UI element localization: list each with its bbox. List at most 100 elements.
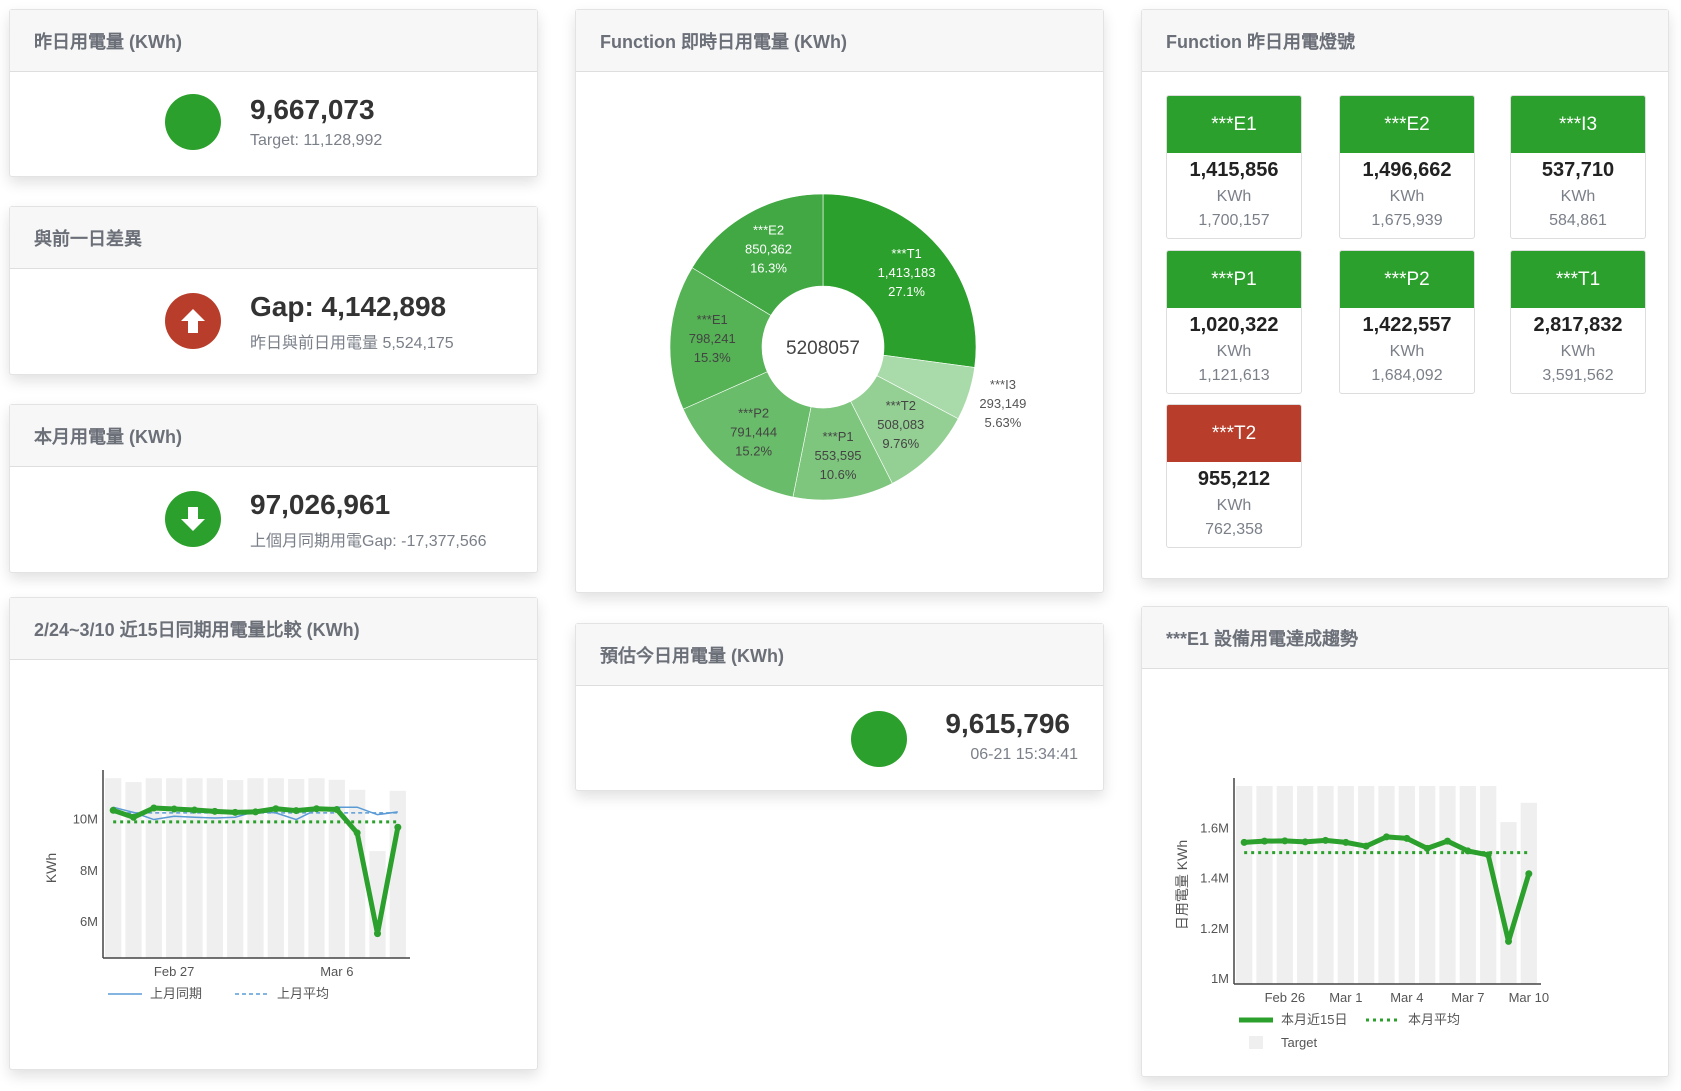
tile-target: 584,861 <box>1549 212 1607 229</box>
realtime-usage-card: Function 即時日用電量 (KWh) ***T1 1,413,183 27.1… <box>575 9 1104 593</box>
target-bar <box>1378 786 1395 984</box>
card-title: 預估今日用電量 (KWh) <box>576 624 1103 686</box>
donut-slice-label: 508,083 <box>877 417 924 432</box>
arrow-down-circle-icon <box>165 491 221 547</box>
previous-day-usage: 昨日與前日用電量 5,524,175 <box>250 335 454 352</box>
legend-label: 上月平均 <box>277 986 329 1001</box>
donut-slice-label: 27.1% <box>888 284 925 299</box>
target-bar <box>328 779 345 958</box>
data-point <box>1342 838 1350 846</box>
legend-label: Target <box>1281 1035 1318 1050</box>
data-point <box>1322 836 1329 844</box>
target-bar <box>349 789 366 958</box>
donut-slice-label: 9.76% <box>882 436 919 451</box>
light-tile[interactable]: ***T1 2,817,832 KWh 3,591,562 <box>1510 250 1646 394</box>
tile-value: 1,020,322 <box>1189 314 1279 336</box>
y-tick-label: 8M <box>80 863 98 878</box>
data-point <box>272 805 280 813</box>
target-bar <box>1439 786 1456 984</box>
x-tick-label: Feb 26 <box>1265 990 1305 1005</box>
legend-label: 本月近15日 <box>1281 1012 1347 1027</box>
data-point <box>1301 838 1309 846</box>
target-bar <box>125 782 142 958</box>
donut-slice-label: 10.6% <box>820 467 857 482</box>
data-point <box>1240 838 1248 846</box>
data-point <box>109 806 117 814</box>
monthly-usage-card: 本月用電量 (KWh) 97,026,961 上個月同期用電Gap: -17,3… <box>9 404 538 573</box>
tile-header: ***T1 <box>1511 251 1645 308</box>
donut-slice <box>822 193 977 368</box>
tile-value: 2,817,832 <box>1533 314 1623 336</box>
donut-slice-label: ***E2 <box>753 222 784 237</box>
target-bar <box>1236 786 1253 984</box>
estimate-time: 06-21 15:34:41 <box>970 746 1078 763</box>
tile-unit: KWh <box>1216 343 1252 360</box>
tile-header: ***P2 <box>1340 251 1474 308</box>
target-bar <box>186 778 203 958</box>
tile-header: ***I3 <box>1511 96 1645 153</box>
data-point <box>313 805 320 813</box>
data-point <box>353 829 361 837</box>
target-bar <box>1276 786 1293 984</box>
data-point <box>150 804 158 812</box>
card-title: Function 即時日用電量 (KWh) <box>576 10 1103 72</box>
light-tile[interactable]: ***E1 1,415,856 KWh 1,700,157 <box>1166 95 1302 239</box>
tile-target: 3,591,562 <box>1542 367 1614 384</box>
light-tile[interactable]: ***T2 955,212 KWh 762,358 <box>1166 404 1302 548</box>
target-bar <box>1520 802 1537 984</box>
donut-slice-label: 791,444 <box>730 425 777 440</box>
donut-slice-label: 850,362 <box>745 241 792 256</box>
data-point <box>1423 844 1431 852</box>
tile-unit: KWh <box>1216 188 1252 205</box>
y-tick-label: 1.6M <box>1200 821 1229 836</box>
data-point <box>1281 837 1289 845</box>
donut-slice-label: ***E1 <box>697 312 728 327</box>
x-tick-label: Mar 4 <box>1390 990 1423 1005</box>
tile-target: 1,684,092 <box>1371 367 1443 384</box>
x-tick-label: Mar 7 <box>1451 990 1484 1005</box>
tile-target: 762,358 <box>1205 521 1263 538</box>
light-tile[interactable]: ***P2 1,422,557 KWh 1,684,092 <box>1339 250 1475 394</box>
tile-target: 1,121,613 <box>1198 367 1270 384</box>
tile-value: 1,496,662 <box>1362 159 1452 181</box>
light-tile[interactable]: ***E2 1,496,662 KWh 1,675,939 <box>1339 95 1475 239</box>
data-point <box>1403 834 1411 842</box>
target-bar <box>1419 786 1436 984</box>
data-point <box>252 808 259 816</box>
green-status-dot-icon <box>165 94 221 150</box>
card-title: 與前一日差異 <box>10 207 537 269</box>
tile-unit: KWh <box>1389 188 1425 205</box>
data-point <box>130 813 137 821</box>
y-axis-label: KWh <box>43 853 59 883</box>
y-tick-label: 1M <box>1211 971 1229 986</box>
target-bar <box>308 778 325 958</box>
tile-value: 1,422,557 <box>1362 314 1452 336</box>
donut-slice-label: 16.3% <box>750 260 787 275</box>
tile-header: ***T2 <box>1167 405 1301 462</box>
target-bar <box>1358 786 1375 984</box>
light-tile[interactable]: ***P1 1,020,322 KWh 1,121,613 <box>1166 250 1302 394</box>
realtime-donut-chart: ***T1 1,413,183 27.1% ***I3 293,149 5.63% ***T… <box>669 193 1026 501</box>
target-bar <box>1398 786 1415 984</box>
target-bar <box>1297 786 1314 984</box>
tile-value: 1,415,856 <box>1189 159 1279 181</box>
target-bar <box>227 780 244 958</box>
card-title: 本月用電量 (KWh) <box>10 405 537 467</box>
tile-header: ***E2 <box>1340 96 1474 153</box>
target-bar <box>206 778 223 958</box>
target-bar <box>166 778 183 958</box>
data-point <box>1525 870 1533 878</box>
legend-swatch <box>1249 1036 1263 1049</box>
tile-unit: KWh <box>1389 343 1425 360</box>
donut-slice-label: 798,241 <box>689 331 736 346</box>
light-tile[interactable]: ***I3 537,710 KWh 584,861 <box>1510 95 1646 239</box>
data-point <box>1261 837 1268 845</box>
function-lights-card: Function 昨日用電燈號 ***E1 1,415,856 KWh 1,70… <box>1141 9 1669 579</box>
card-title: ***E1 設備用電達成趨勢 <box>1142 607 1668 669</box>
donut-slice-label: 553,595 <box>815 448 862 463</box>
gap-value: Gap: 4,142,898 <box>250 291 447 322</box>
y-tick-label: 6M <box>80 914 98 929</box>
y-tick-label: 10M <box>73 812 98 827</box>
y-tick-label: 1.2M <box>1200 921 1229 936</box>
